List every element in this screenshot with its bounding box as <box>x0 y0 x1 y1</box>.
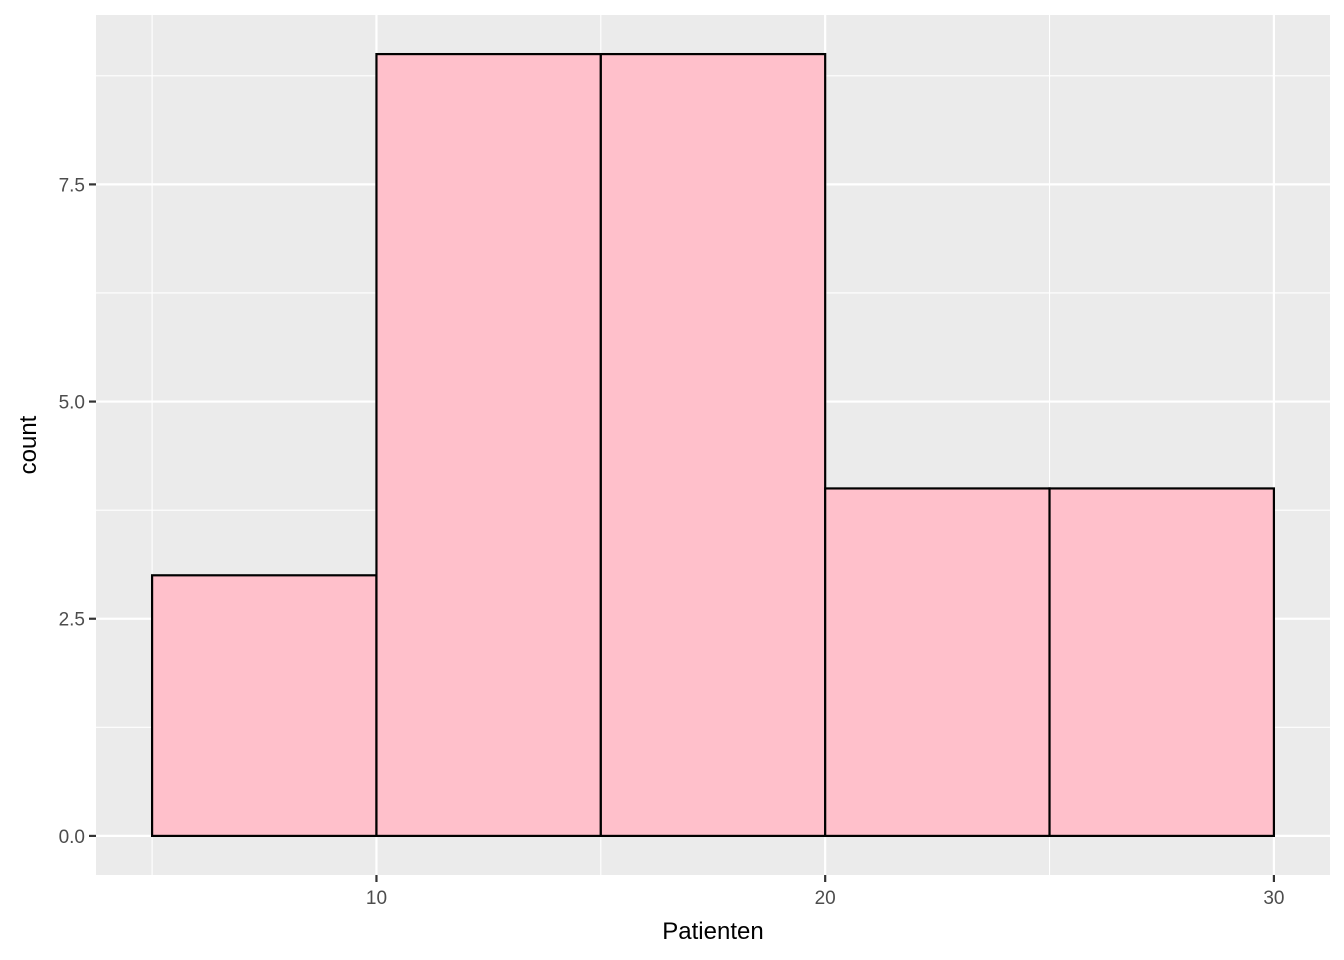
histogram-bars <box>150 52 1276 838</box>
histogram-bar-4 <box>824 487 1051 838</box>
x-axis-title: Patienten <box>662 918 763 945</box>
y-tick-label: 0.0 <box>59 827 85 848</box>
y-tick-label: 2.5 <box>59 610 85 631</box>
y-axis-title: count <box>15 415 42 474</box>
histogram-bar-2 <box>375 52 602 838</box>
x-tick-label: 20 <box>815 888 836 909</box>
y-tick-label: 5.0 <box>59 393 85 414</box>
histogram-bar-5 <box>1048 487 1276 838</box>
x-axis: 10 20 30 <box>366 875 1284 909</box>
y-tick-label: 7.5 <box>59 175 85 196</box>
y-axis: 0.0 2.5 5.0 7.5 <box>59 175 96 848</box>
histogram-bar-3 <box>599 52 827 838</box>
x-tick-label: 10 <box>366 888 387 909</box>
histogram-bar-1 <box>150 574 378 838</box>
x-tick-label: 30 <box>1263 888 1284 909</box>
